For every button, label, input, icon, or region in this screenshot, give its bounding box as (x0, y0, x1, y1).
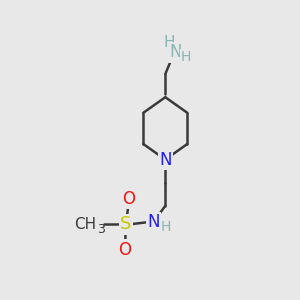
Text: CH: CH (74, 217, 96, 232)
Text: O: O (118, 241, 131, 259)
Text: H: H (160, 220, 171, 234)
Text: S: S (120, 215, 132, 233)
Text: N: N (159, 151, 172, 169)
Text: O: O (122, 190, 135, 208)
Text: 3: 3 (97, 223, 105, 236)
Text: N: N (169, 43, 182, 61)
Text: H: H (164, 35, 175, 50)
Text: N: N (148, 213, 160, 231)
Text: H: H (181, 50, 191, 64)
